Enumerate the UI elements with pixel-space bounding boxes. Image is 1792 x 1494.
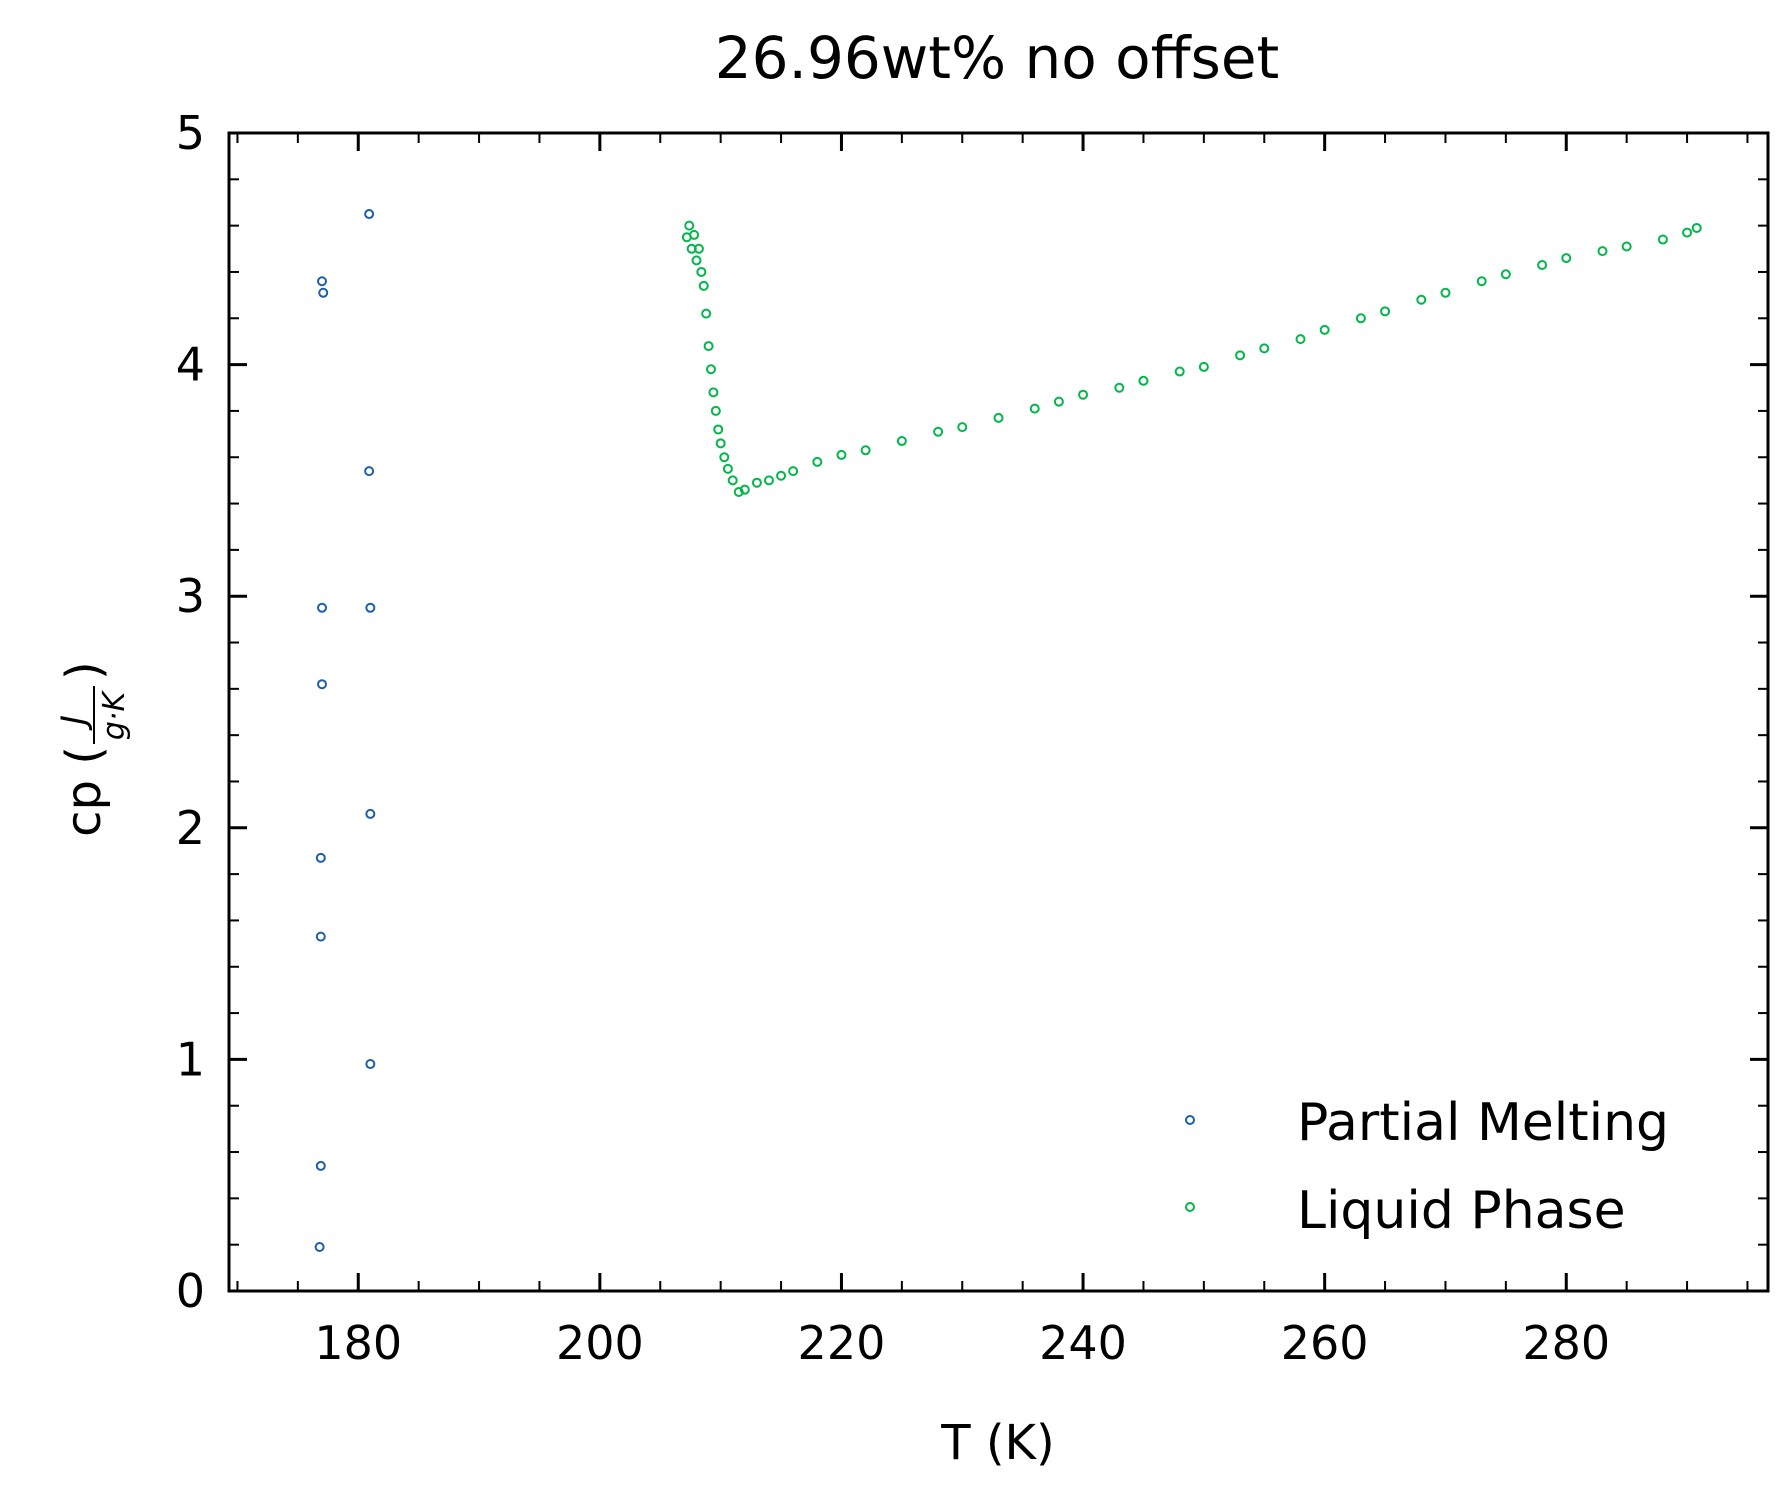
data-point — [317, 602, 328, 613]
data-point — [696, 266, 707, 277]
x-tick-label: 280 — [1522, 1316, 1610, 1370]
data-point — [993, 412, 1004, 423]
y-axis-label-close: ) — [56, 661, 112, 680]
x-tick-label: 220 — [798, 1316, 886, 1370]
data-point — [1657, 234, 1668, 245]
data-point — [689, 229, 700, 240]
y-tick-label: 3 — [176, 569, 205, 623]
data-point — [715, 438, 726, 449]
data-point — [708, 387, 719, 398]
data-point — [1380, 306, 1391, 317]
data-point — [1053, 396, 1064, 407]
data-point — [317, 276, 328, 287]
x-axis-label: T (K) — [940, 1415, 1055, 1471]
data-point — [705, 364, 716, 375]
legend-marker-liquid-phase — [1185, 1202, 1195, 1212]
data-point — [1682, 227, 1693, 238]
data-point — [693, 243, 704, 254]
data-point — [1355, 313, 1366, 324]
chart-title: 26.96wt% no offset — [715, 24, 1280, 92]
data-point — [710, 405, 721, 416]
y-axis-label: cp ( J g·K ) — [54, 661, 132, 837]
data-point — [365, 808, 376, 819]
data-point — [751, 477, 762, 488]
x-tick-label: 240 — [1039, 1316, 1127, 1370]
data-point — [364, 466, 375, 477]
data-point — [788, 466, 799, 477]
data-point — [1114, 382, 1125, 393]
data-point — [763, 475, 774, 486]
series-1 — [681, 220, 1702, 497]
data-point — [1537, 260, 1548, 271]
y-tick-label: 4 — [176, 338, 205, 392]
x-tick-labels: 180 200 220 240 260 280 — [314, 1316, 1610, 1370]
series-0 — [314, 209, 376, 1252]
x-tick-label: 180 — [314, 1316, 402, 1370]
data-point — [1416, 294, 1427, 305]
data-point — [315, 852, 326, 863]
y-axis-label-main: cp ( — [56, 746, 112, 837]
data-point — [727, 475, 738, 486]
data-point — [1621, 241, 1632, 252]
scatter-layer — [314, 209, 1702, 1252]
data-point — [1078, 389, 1089, 400]
data-point — [812, 456, 823, 467]
x-tick-label: 260 — [1281, 1316, 1369, 1370]
data-point — [365, 1059, 376, 1070]
plot-frame — [227, 131, 1770, 1293]
data-point — [1198, 361, 1209, 372]
data-point — [701, 308, 712, 319]
data-point — [684, 220, 695, 231]
data-point — [317, 679, 328, 690]
y-axis-label-numerator: J — [54, 715, 94, 731]
legend-label-liquid-phase: Liquid Phase — [1297, 1181, 1626, 1241]
plot-area — [227, 131, 1770, 1293]
legend-label-partial-melting: Partial Melting — [1297, 1093, 1669, 1153]
data-point — [1500, 269, 1511, 280]
data-point — [1174, 366, 1185, 377]
data-point — [698, 280, 709, 291]
data-point — [896, 436, 907, 447]
data-point — [733, 486, 744, 497]
data-point — [364, 209, 375, 220]
data-point — [1029, 403, 1040, 414]
data-point — [1319, 324, 1330, 335]
data-point — [739, 484, 750, 495]
data-point — [318, 287, 329, 298]
data-point — [1476, 276, 1487, 287]
data-point — [722, 463, 733, 474]
data-point — [691, 255, 702, 266]
data-point — [1235, 350, 1246, 361]
legend: Partial Melting Liquid Phase — [1185, 1093, 1669, 1241]
data-point — [719, 452, 730, 463]
data-point — [703, 341, 714, 352]
data-point — [713, 424, 724, 435]
data-point — [315, 1160, 326, 1171]
data-point — [314, 1241, 325, 1252]
data-point — [1295, 334, 1306, 345]
data-point — [1597, 246, 1608, 257]
data-point — [1691, 222, 1702, 233]
y-tick-label: 1 — [176, 1032, 205, 1086]
y-axis-label-denominator: g·K — [97, 690, 132, 741]
y-tick-label: 0 — [176, 1264, 205, 1318]
data-point — [836, 449, 847, 460]
data-point — [1138, 375, 1149, 386]
data-point — [933, 426, 944, 437]
data-point — [315, 931, 326, 942]
x-tick-label: 200 — [556, 1316, 644, 1370]
data-point — [1259, 343, 1270, 354]
data-point — [1561, 253, 1572, 264]
legend-marker-partial-melting — [1185, 1115, 1195, 1125]
y-tick-label: 5 — [176, 106, 205, 160]
data-point — [1440, 287, 1451, 298]
data-point — [776, 470, 787, 481]
data-point — [860, 445, 871, 456]
y-tick-label: 2 — [176, 801, 205, 855]
y-tick-labels: 0 1 2 3 4 5 — [176, 106, 205, 1318]
data-point — [365, 602, 376, 613]
data-point — [957, 422, 968, 433]
